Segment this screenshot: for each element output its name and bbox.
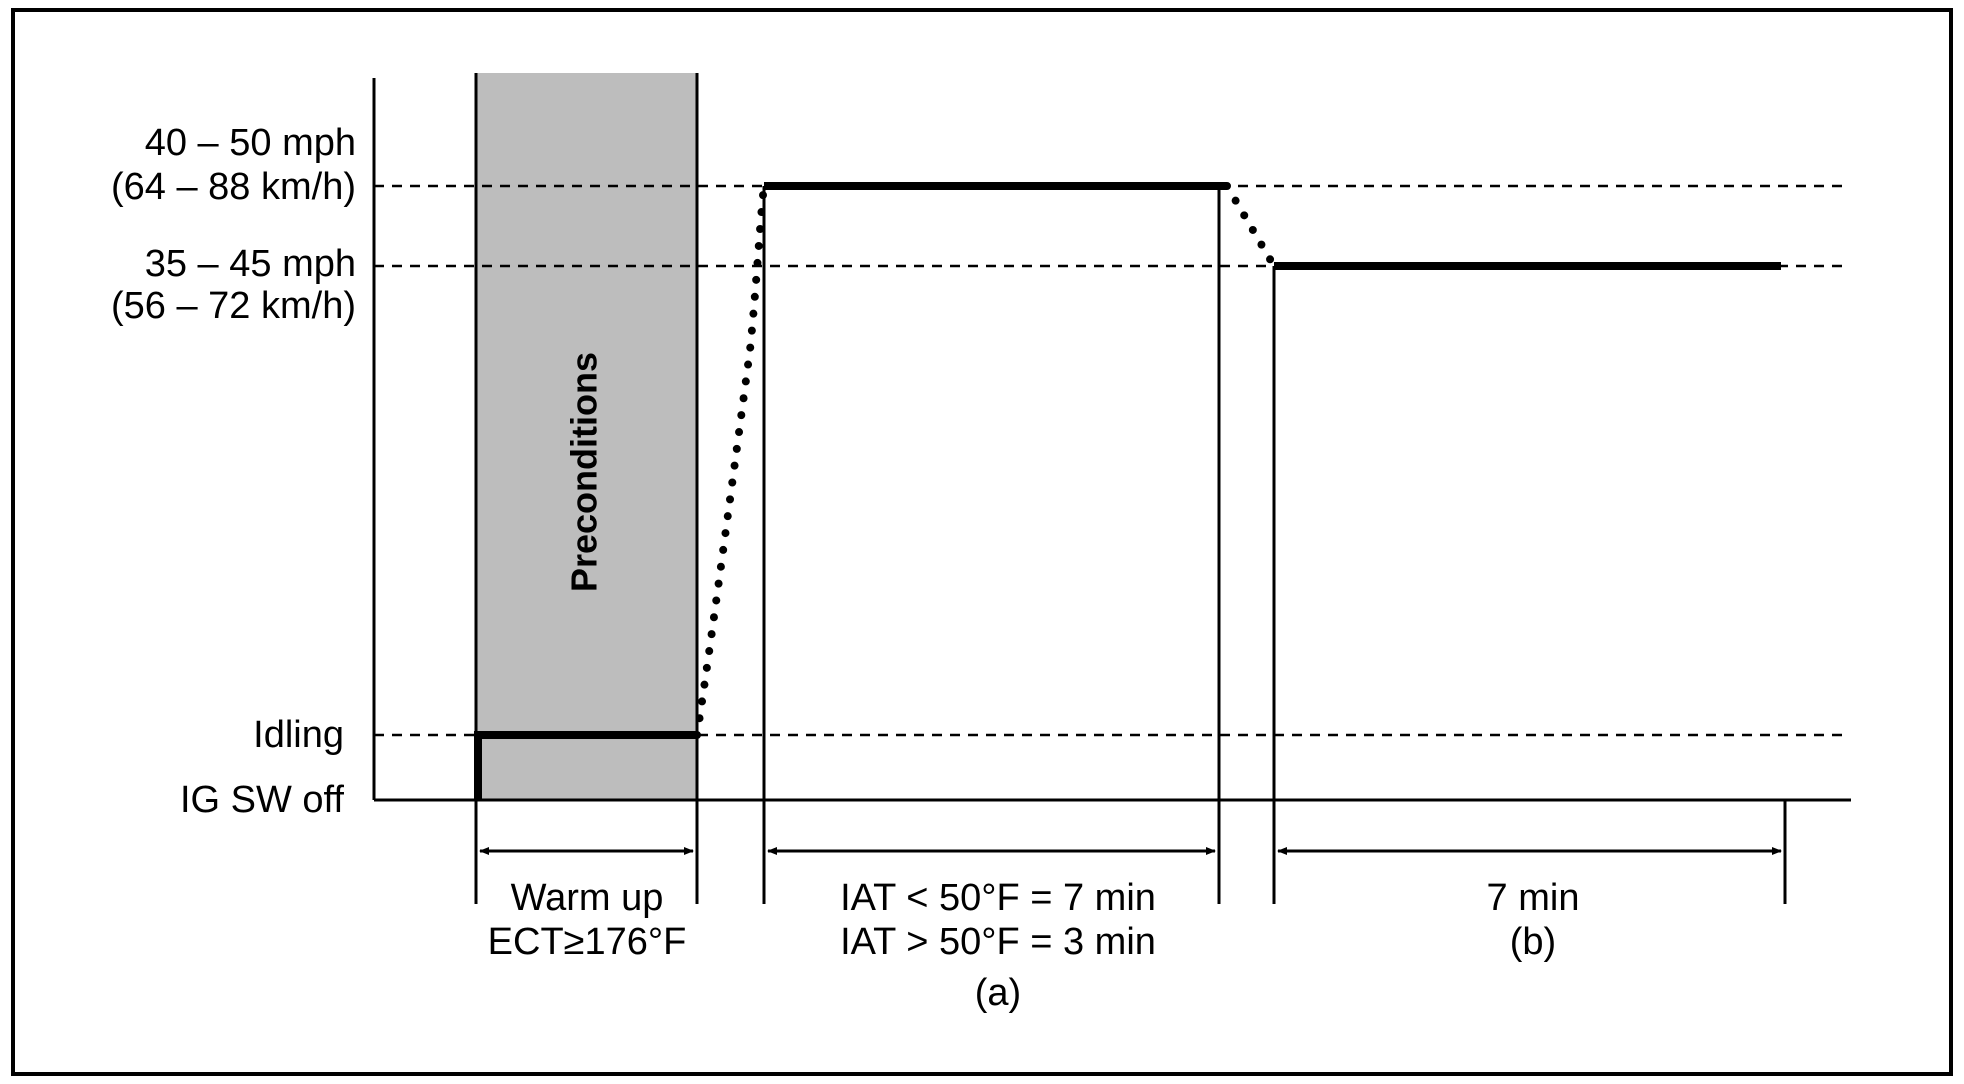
speed-label: IG SW off [180,779,344,821]
speed-profile [474,182,1781,800]
speed-label: 40 – 50 mph [145,122,356,164]
speed-labels: 40 – 50 mph (64 – 88 km/h) 35 – 45 mph (… [111,122,356,821]
phase-dividers [474,73,1787,904]
phase-label: ECT≥176°F [488,921,687,963]
speed-label: Idling [253,714,344,756]
frame [11,8,1953,1076]
phase-label: (b) [1510,921,1556,963]
phase-labels: Warm up ECT≥176°F IAT < 50°F = 7 min IAT… [488,877,1580,1014]
phase-label: IAT > 50°F = 3 min [840,921,1156,963]
speed-label: (56 – 72 km/h) [111,285,356,327]
preconditions-region [476,73,697,800]
phase-label: (a) [975,972,1021,1014]
phase-label: Warm up [511,877,664,919]
speed-label: (64 – 88 km/h) [111,166,356,208]
region-label: Preconditions [564,352,605,592]
speed-label: 35 – 45 mph [145,243,356,285]
phase-label: IAT < 50°F = 7 min [840,877,1156,919]
axes [372,78,1851,802]
phase-label: 7 min [1487,877,1580,919]
